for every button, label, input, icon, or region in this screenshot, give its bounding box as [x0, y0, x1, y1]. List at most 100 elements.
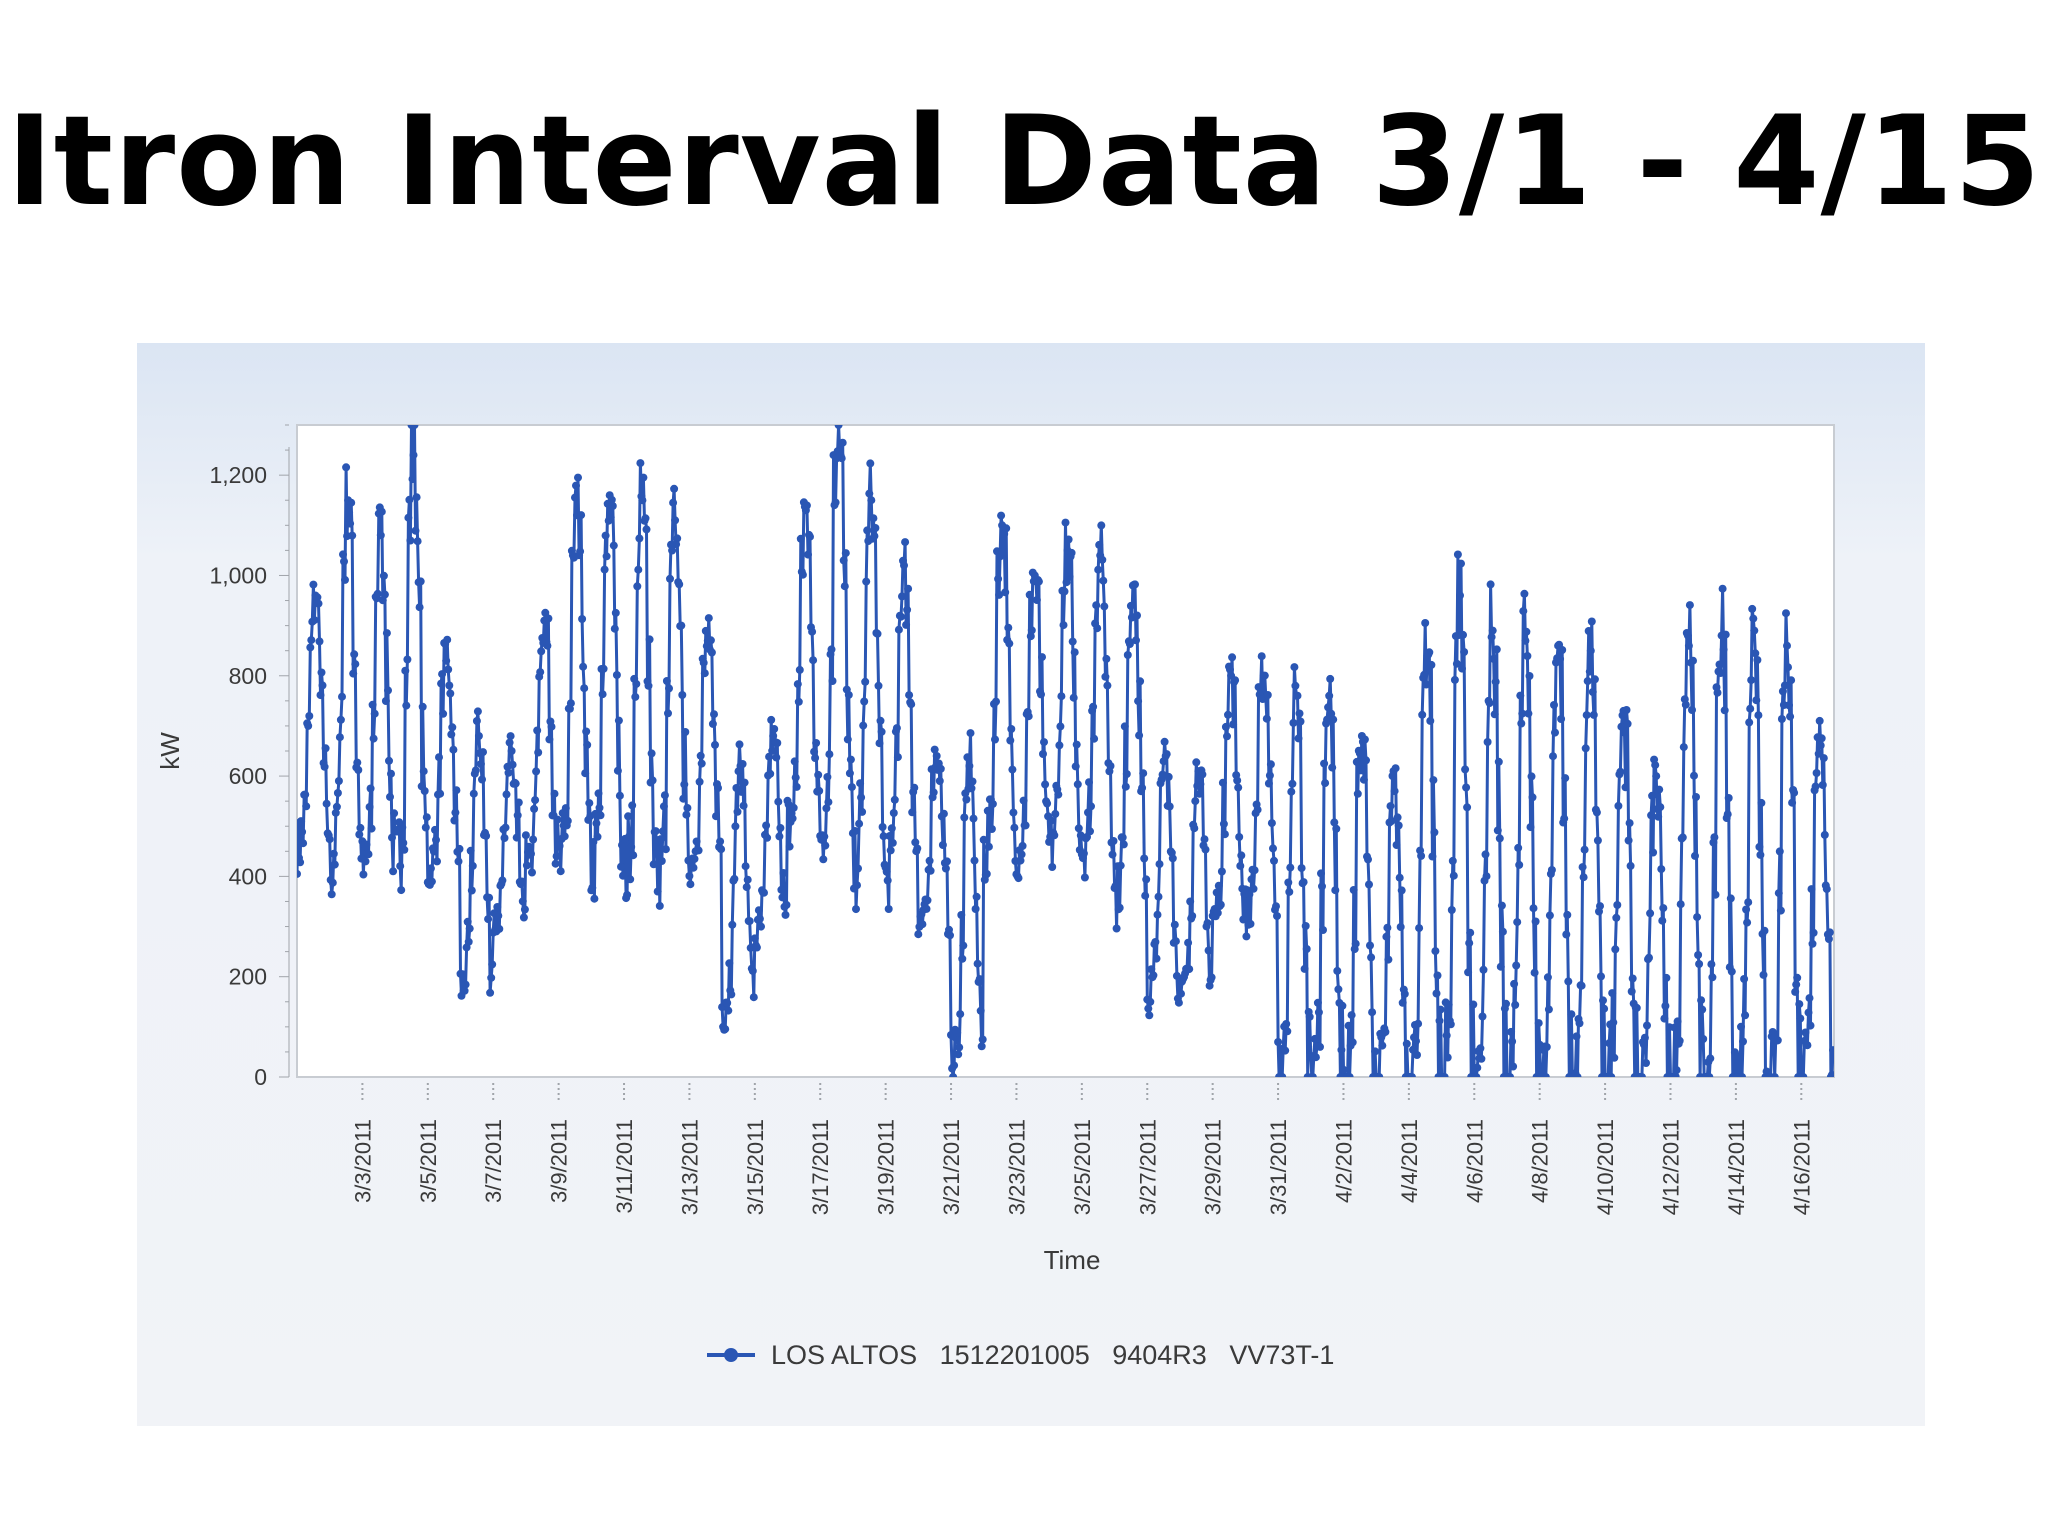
x-tick-mark — [1604, 1093, 1607, 1095]
data-point — [1429, 776, 1438, 785]
data-point — [1097, 521, 1106, 530]
x-tick-mark — [1800, 1088, 1803, 1090]
x-tick-mark — [753, 1088, 756, 1090]
data-point — [346, 519, 355, 528]
data-point — [610, 624, 619, 633]
data-point — [628, 801, 637, 810]
data-point — [1745, 718, 1754, 727]
x-tick-mark — [1669, 1093, 1672, 1095]
data-point — [1743, 918, 1752, 927]
data-point — [699, 658, 708, 667]
data-point — [1048, 863, 1057, 871]
x-tick-label: 4/16/2011 — [1789, 1119, 1814, 1215]
data-point — [1242, 932, 1251, 941]
x-tick-mark — [1473, 1088, 1476, 1090]
data-point — [1688, 706, 1696, 714]
data-point — [365, 803, 374, 811]
data-point — [1511, 1000, 1520, 1009]
data-point — [502, 790, 511, 799]
data-point — [1092, 601, 1101, 610]
data-point — [750, 934, 759, 943]
data-point — [969, 814, 978, 823]
data-point — [700, 669, 709, 678]
data-point — [1333, 966, 1342, 975]
x-tick-mark — [753, 1083, 756, 1085]
data-point — [1444, 1000, 1453, 1009]
data-point — [609, 541, 618, 550]
data-point — [1820, 830, 1829, 839]
data-point — [1753, 656, 1762, 664]
data-point — [1332, 824, 1341, 833]
data-point — [445, 681, 454, 690]
data-point — [1691, 851, 1699, 860]
data-point — [642, 525, 651, 534]
data-point — [1726, 894, 1735, 903]
data-point — [1186, 897, 1195, 906]
data-point — [1400, 989, 1409, 998]
data-point — [405, 495, 414, 504]
data-point — [1281, 1046, 1290, 1055]
data-point — [1654, 812, 1663, 821]
x-tick-mark — [492, 1093, 495, 1095]
x-tick-mark — [884, 1088, 887, 1090]
data-point — [512, 833, 521, 842]
data-point — [1004, 623, 1013, 632]
data-point — [1087, 802, 1095, 811]
data-point — [821, 841, 830, 850]
x-tick-mark — [1473, 1083, 1476, 1085]
data-point — [416, 577, 425, 586]
data-point — [1098, 555, 1107, 564]
data-point — [1421, 619, 1430, 627]
x-tick-mark — [623, 1093, 626, 1095]
data-point — [938, 841, 947, 849]
data-point — [1355, 749, 1364, 758]
data-point — [1413, 1051, 1421, 1059]
data-point — [460, 986, 469, 995]
data-point — [1436, 1005, 1445, 1014]
data-point — [865, 489, 874, 498]
x-tick-label: 3/27/2011 — [1135, 1119, 1160, 1215]
x-tick-mark — [623, 1098, 626, 1100]
series-points — [297, 425, 1834, 1077]
data-point — [1391, 764, 1400, 773]
data-point — [875, 739, 884, 748]
data-point — [1562, 930, 1571, 939]
data-point — [518, 897, 527, 906]
data-point — [1620, 728, 1629, 737]
data-point — [638, 496, 647, 505]
data-point — [495, 924, 504, 933]
data-point — [1534, 1019, 1543, 1028]
data-point — [595, 803, 604, 812]
data-point — [946, 931, 954, 940]
data-point — [1349, 886, 1358, 894]
data-point — [1547, 866, 1556, 874]
data-point — [958, 954, 967, 963]
data-point — [1588, 688, 1597, 696]
data-point — [1673, 1017, 1682, 1026]
data-point — [376, 531, 385, 540]
data-point — [574, 473, 582, 482]
data-point — [1522, 627, 1531, 636]
data-point — [1430, 828, 1439, 837]
data-point — [1521, 636, 1530, 645]
data-point — [1274, 1038, 1283, 1046]
data-point — [871, 524, 880, 532]
data-point — [949, 1073, 958, 1077]
data-point — [785, 842, 794, 851]
legend[interactable]: LOS ALTOS 1512201005 9404R3 VV73T-1 — [707, 1340, 1334, 1370]
data-point — [1213, 908, 1222, 917]
data-point — [528, 868, 536, 877]
data-point — [1584, 627, 1593, 635]
x-axis-label: Time — [1044, 1245, 1101, 1275]
x-tick-mark — [1407, 1088, 1410, 1090]
data-point — [1084, 808, 1092, 817]
data-point — [1791, 987, 1800, 996]
data-point — [620, 851, 628, 860]
data-point — [962, 795, 971, 804]
data-point — [1224, 710, 1232, 719]
x-tick-mark — [492, 1098, 495, 1100]
data-point — [657, 857, 666, 865]
data-point — [576, 547, 585, 556]
data-point — [930, 745, 939, 754]
data-point — [341, 575, 349, 584]
